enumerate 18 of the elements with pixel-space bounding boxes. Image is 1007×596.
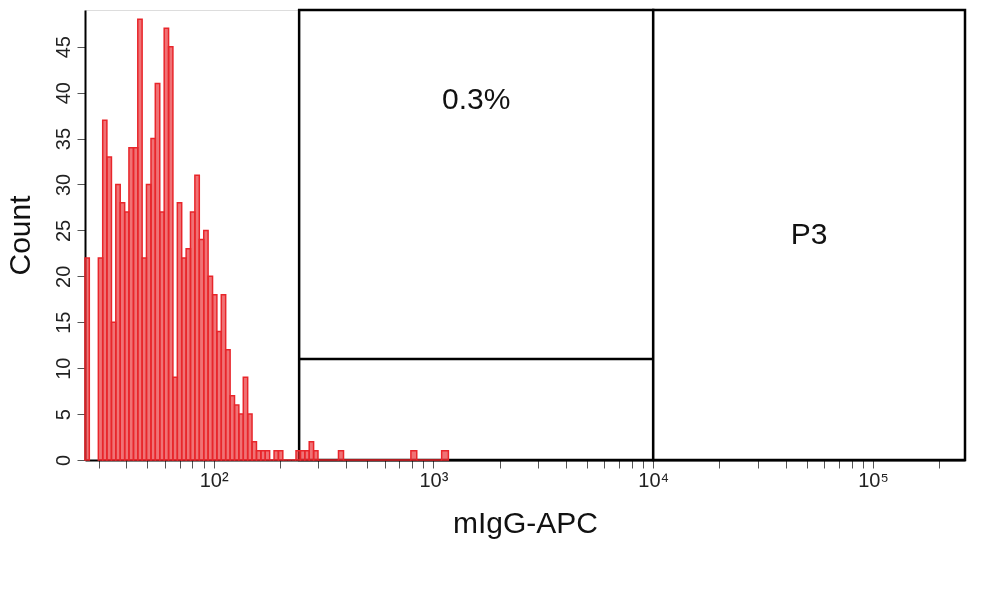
y-tick-label: 30 [51, 173, 74, 197]
y-tick-label: 40 [51, 82, 74, 105]
x-tick-label: 10⁵ [858, 468, 889, 491]
y-tick-label: 0 [51, 454, 74, 467]
y-tick-label: 10 [51, 357, 74, 380]
band-label: P3 [790, 217, 828, 250]
x-tick-label: 10² [199, 468, 229, 491]
y-tick-label: 35 [51, 127, 74, 151]
y-tick-label: 5 [51, 409, 74, 421]
x-tick-label: 10⁴ [638, 468, 670, 491]
y-tick-label: 15 [51, 311, 74, 334]
y-tick-label: 20 [51, 265, 74, 288]
y-axis-title: Count [2, 194, 36, 276]
band-label: 0.3% [441, 82, 511, 115]
y-tick-label: 45 [51, 36, 74, 59]
y-tick-label: 25 [51, 219, 74, 243]
x-tick-label: 10³ [419, 468, 449, 491]
x-axis-title: mIgG-APC [452, 505, 599, 539]
